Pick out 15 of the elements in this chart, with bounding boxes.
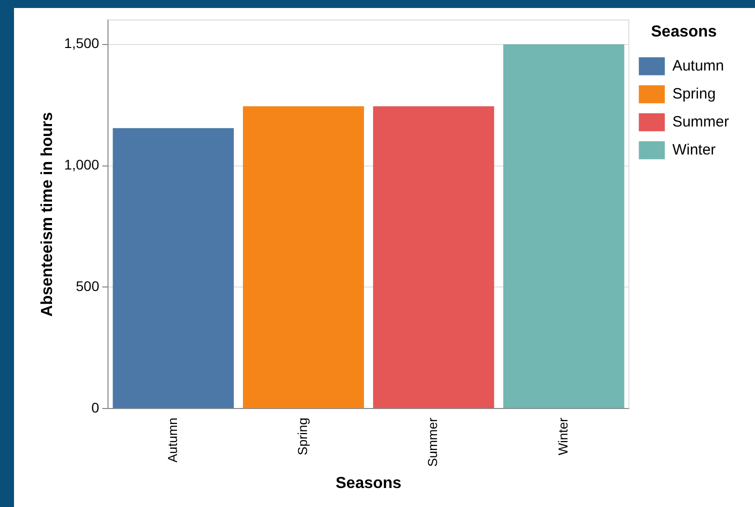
y-tick-label: 500 (76, 278, 100, 294)
x-tick-label: Spring (295, 418, 310, 456)
y-tick-label: 1,000 (64, 156, 100, 173)
x-tick-label: Winter (555, 417, 570, 456)
x-tick-label: Autumn (164, 418, 180, 462)
y-tick-label: 1,500 (64, 35, 100, 52)
x-tick-label: Summer (425, 417, 440, 467)
legend-title: Seasons (651, 23, 717, 40)
legend-label: Spring (672, 85, 716, 102)
y-tick-label: 0 (91, 400, 100, 416)
legend-label: Winter (672, 141, 716, 158)
x-axis-title: Seasons (336, 474, 402, 492)
legend-label: Autumn (672, 57, 724, 74)
legend-label: Summer (672, 113, 730, 130)
y-axis-title: Absenteeism time in hours (39, 112, 56, 317)
